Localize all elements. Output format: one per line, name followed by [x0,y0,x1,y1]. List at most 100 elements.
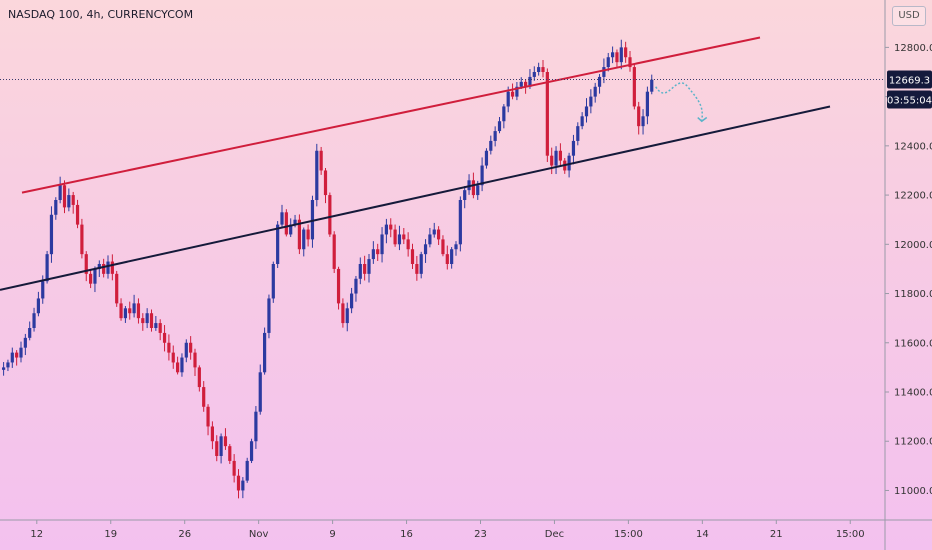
candle-body [149,313,154,328]
x-tick-label: 19 [104,529,117,540]
candle-body [123,308,127,319]
candle-body [502,106,506,122]
y-tick-label: 12000.0 [894,240,932,251]
candle-body [528,76,532,87]
candle-body [258,372,262,412]
candle-body [589,96,593,107]
candle-body [363,264,367,274]
candle-body [515,86,519,97]
candle-body [180,357,184,373]
candle-body [445,254,449,264]
candle-body [306,229,310,240]
candle-body [219,436,223,456]
candle-body [223,436,228,447]
candle-body [236,475,241,491]
y-tick-label: 12200.0 [894,191,932,202]
candle-body [202,387,206,407]
candle-body [302,229,306,250]
candle-body [206,406,210,427]
candle-body [611,52,615,58]
candle-body [58,185,62,200]
currency-button[interactable]: USD [892,6,926,26]
candle-body [450,249,454,264]
candle-body [567,155,571,171]
x-tick-label: 26 [178,529,191,540]
candle-body [154,323,158,328]
candle-body [136,303,141,319]
candle-body [80,224,84,255]
y-tick-label: 12400.0 [894,141,932,152]
candle-body [297,219,301,250]
candle-body [463,190,467,200]
candle-body [197,367,201,388]
candle-body [437,229,441,240]
candle-body [367,259,371,274]
candle-body [184,342,188,358]
candle-body [36,298,40,314]
candle-body [32,313,36,328]
candle-body [489,140,493,151]
x-tick-label: 9 [329,529,335,540]
candle-body [376,249,380,255]
candle-body [84,254,88,274]
candle-body [532,72,536,77]
candle-body [371,249,375,260]
candle-body [406,239,410,250]
candle-body [593,86,597,97]
candle-body [323,170,328,196]
candle-body [62,185,67,208]
candle-body [106,261,110,274]
candle-body [506,91,510,107]
forecast-path [655,82,703,122]
candle-body [576,126,580,141]
candle-body [245,460,249,481]
candle-body [471,180,475,196]
candle-body [419,254,423,274]
candle-body [537,67,541,72]
candle-body [102,264,106,274]
resistance-line [21,36,761,194]
candle-body [454,244,458,250]
candle-body [571,140,576,156]
candle-body [167,342,171,353]
candle-body [228,446,232,461]
candle-body [6,362,10,368]
symbol-title: NASDAQ 100, 4h, CURRENCYCOM [8,8,194,21]
candle-body [19,347,23,358]
candle-body [584,106,589,117]
candle-body [241,480,245,491]
x-tick-label: 23 [474,529,487,540]
y-tick-label: 11000.0 [894,486,932,497]
candle-body [280,212,284,225]
countdown-text: 03:55:04 [887,96,932,107]
candle-body [110,261,114,274]
candle-body [310,200,315,240]
last-price-badge [887,70,932,89]
candle-body [336,268,341,304]
candle-body [49,214,54,255]
candles [2,39,654,499]
candle-body [249,441,254,461]
candle-body [428,234,432,245]
x-tick-label: 15:00 [614,529,643,540]
x-tick-label: 21 [770,529,783,540]
y-tick-label: 11800.0 [894,289,932,300]
candle-body [519,81,523,87]
candle-body [189,342,193,353]
last-price-text: 12669.3 [889,76,930,87]
candle-body [28,328,32,338]
y-tick-label: 11200.0 [894,437,932,448]
candle-body [115,273,119,304]
candle-body [10,352,14,363]
candle-body [628,57,632,68]
candle-body [97,264,101,269]
candle-body [550,155,554,166]
candle-body [193,352,197,368]
candle-body [67,195,71,208]
candle-body [554,150,558,166]
candle-body [315,150,319,200]
candle-body [558,150,562,161]
candle-body [441,239,445,255]
